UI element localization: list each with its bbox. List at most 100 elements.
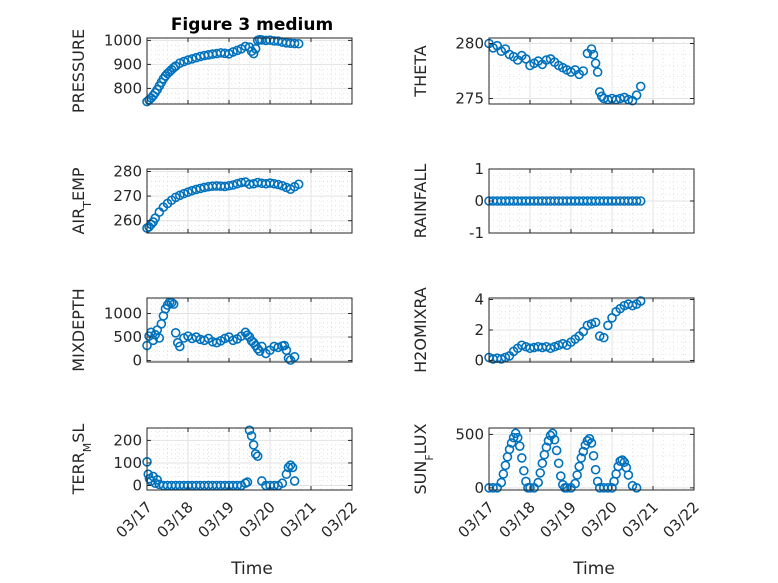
data-point [273,179,284,190]
y-tick-label: 500 [455,425,484,443]
data-point [635,196,646,206]
y-axis-label-subscript: F [423,454,436,460]
y-tick-label: 4 [474,291,484,309]
data-point [592,67,603,77]
y-tick-label: 275 [455,90,484,108]
y-axis-label-theta: THETA [411,45,430,97]
data-point [250,43,261,54]
data-point [228,335,238,346]
data-point [289,38,300,49]
y-axis-label-part: LUX [411,423,430,454]
y-axis-label-part: SUN [411,461,430,495]
data-point [537,458,548,469]
data-point [277,478,288,489]
data-point [287,462,298,473]
figure-title: Figure 3 medium [171,15,333,35]
x-tick-label: 03/20 [578,498,621,541]
data-point [617,455,628,465]
y-axis-label-air-temp: AIRTEMP [69,167,94,234]
y-axis-label-part: AIR [69,208,88,235]
data-point [590,464,601,475]
data-point [168,62,179,73]
data-point [578,446,589,457]
data-point [289,352,300,362]
y-axis-label-h2omixra: H2OMIXRA [411,287,430,373]
y-tick-label: 2 [474,321,484,339]
y-tick-label: 0 [474,192,484,210]
x-tick-label: 03/22 [318,498,361,541]
y-axis-label-subscript: T [81,201,94,209]
y-axis-label-mixdepth: MIXDEPTH [69,288,88,371]
data-point [551,445,562,456]
data-point [525,483,535,493]
y-axis-label-part: SL [69,424,88,443]
data-point [168,299,179,309]
y-tick-label: 0 [132,352,142,370]
y-tick-label: 0 [474,479,484,497]
data-point [535,468,546,478]
y-axis-label-sun-flux: SUNFLUX [411,423,436,494]
x-tick-label: 03/21 [619,498,662,541]
data-series-sun-flux [484,428,642,493]
data-point [555,471,566,481]
x-tick-label: 03/19 [537,498,580,541]
data-point [543,436,554,446]
subplot-pressure: 800 900 1000 PRESSURE [69,29,353,113]
data-point [553,458,564,469]
x-axis-label-right: Time [572,559,615,579]
data-point [541,442,552,453]
y-axis-label-part: EMP [69,167,88,201]
data-point [590,58,601,69]
data-point [148,335,158,346]
axes-box-theta [488,37,695,105]
data-point [594,87,605,97]
data-point [250,449,261,459]
y-axis-label-subscript: M [81,443,94,453]
y-axis-label-pressure: PRESSURE [69,29,88,113]
x-tick-label: 03/20 [236,498,279,541]
data-point [279,340,290,351]
data-point [586,438,597,448]
data-point [631,196,642,206]
data-point [619,457,630,468]
axes-box-sun-flux [488,427,695,491]
data-point [175,341,185,352]
data-point [533,477,544,488]
data-point [588,450,599,461]
x-tick-label: 03/22 [660,498,703,541]
data-point [183,187,193,197]
y-tick-label: 800 [113,79,142,97]
data-point [152,475,163,485]
x-tick-label: 03/18 [496,498,539,541]
subplot-air-temp: 260 270 280 AIRTEMP [69,162,353,235]
x-axis-label-left: Time [230,559,273,579]
data-point [598,332,609,343]
data-point [248,440,259,450]
subplot-mixdepth: 0 500 1000 MIXDEPTH [69,288,353,372]
y-tick-label: 280 [113,162,142,180]
subplot-rainfall: -1 0 1 RAINFALL [411,160,695,242]
data-point [244,425,255,436]
y-axis-label-rainfall: RAINFALL [411,164,430,239]
data-point [574,461,585,472]
data-point [289,476,300,486]
data-point [570,478,580,489]
data-point [549,434,560,445]
subplot-theta: 275 280 THETA [411,35,695,108]
data-point [496,477,507,488]
data-point [576,453,587,463]
y-tick-label: 500 [113,328,142,346]
data-point [590,317,601,328]
y-tick-label: 0 [474,351,484,369]
y-tick-label: 260 [113,212,142,230]
data-point [603,320,613,331]
data-point [166,297,177,308]
data-point [635,81,646,92]
data-point [631,483,642,493]
data-point [547,428,558,439]
data-point [228,47,238,57]
data-point [514,441,525,451]
